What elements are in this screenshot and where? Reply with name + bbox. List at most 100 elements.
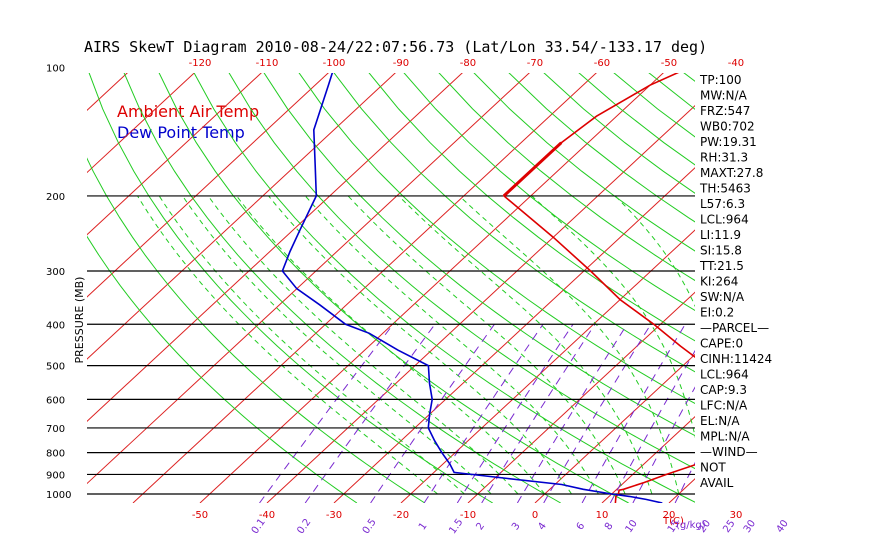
isotherm-line [87,73,195,174]
moist-adiabat-line [182,195,492,495]
top-temp-tick-label: -60 [594,58,610,69]
mixing-ratio-line [423,324,544,503]
index-label: TH:5463 [699,182,751,196]
index-label: LI:11.9 [700,228,741,242]
top-temp-tick-label: -50 [661,58,677,69]
top-temp-tick-label: -80 [460,58,476,69]
dry-adiabat-line [193,73,695,503]
index-label: SW:N/A [700,290,745,304]
index-label: KI:264 [700,275,738,289]
mixing-ratio-tick-label: 8 [603,521,616,533]
mixing-ratio-line [543,324,652,503]
mixing-ratio-tick-label: 3 [510,521,523,533]
bottom-temp-tick-label: 0 [532,510,538,521]
isotherm-line [87,73,329,298]
dew-point-line [281,73,663,503]
index-label: CAPE:0 [700,337,743,351]
index-label: SI:15.8 [700,244,742,258]
isotherm-line [467,291,695,503]
mixing-ratio-line [456,324,574,503]
dry-adiabat-line [87,157,426,503]
moist-adiabat-line [614,195,695,308]
isotherm-line [803,68,870,503]
pressure-tick-label: 100 [46,64,65,75]
top-temp-tick-label: -120 [189,58,212,69]
index-label: L57:6.3 [700,197,745,211]
isotherm-line [87,73,530,485]
top-temp-tick-label: -90 [393,58,409,69]
pressure-tick-label: 500 [46,362,65,373]
top-temp-tick-label: -100 [323,58,346,69]
mixing-ratio-tick-label: 4 [536,521,549,533]
moist-adiabat-line [458,195,680,495]
dry-adiabat-line [333,73,695,373]
index-label: MPL:N/A [700,430,750,444]
index-label: LFC:N/A [700,399,748,413]
isotherm-line [736,68,870,503]
isotherm-line [87,73,262,236]
dry-adiabat-line [368,73,695,342]
mixing-ratio-tick-label: 10 [624,518,640,535]
dry-adiabat-line [816,68,870,503]
index-label: LCL:964 [700,213,749,227]
mixing-ratio-tick-label: 30 [742,518,758,535]
mixing-ratio-line [259,323,394,503]
isotherm-line [0,68,66,503]
pressure-tick-label: 400 [46,320,65,331]
dry-adiabat-line [438,73,695,282]
mixing-ratio-line [304,324,436,503]
index-label: EI:0.2 [700,306,734,320]
legend-dew-point-temp: Dew Point Temp [117,123,245,142]
bottom-temp-tick-label: -50 [192,510,208,521]
bottom-temp-tick-label: 10 [596,510,609,521]
top-temp-tick-label: -110 [256,58,279,69]
pressure-tick-label: 700 [46,424,65,435]
isotherm-line [400,229,695,503]
isotherm-line [333,167,695,503]
index-label: RH:31.3 [700,151,748,165]
dry-adiabat-line [403,73,695,312]
pressure-tick-label: 1000 [46,490,71,501]
bottom-temp-tick-label: 30 [730,510,743,521]
dry-adiabat-line [123,73,561,503]
mixing-ratio-line [481,324,596,503]
dry-adiabat-line [87,235,358,503]
index-label: CINH:11424 [700,352,772,366]
mixing-ratio-line [632,386,695,503]
isotherm-line [266,104,695,503]
mixing-ratio-tick-label: 1 [417,521,430,533]
bottom-temp-tick-label: -40 [259,510,275,521]
dry-adiabat-line [263,73,695,437]
isotherm-line [87,73,396,360]
isotherm-line [601,415,695,503]
index-label: MW:N/A [700,89,748,103]
isotherm-line [199,73,664,503]
isotherm-line [534,353,695,503]
dry-adiabat-line [88,73,493,503]
isotherm-line [132,73,597,503]
isotherm-line [87,73,463,422]
isotherm-line [87,73,128,111]
pressure-tick-label: 800 [46,449,65,460]
mixing-ratio-tick-label: 0.2 [295,517,313,536]
index-label: PW:19.31 [700,135,757,149]
pressure-tick-label: 600 [46,395,65,406]
dry-adiabat-line [648,73,695,110]
dry-adiabat-line [473,73,695,252]
moist-adiabat-line [398,195,653,495]
bottom-temp-tick-label: -30 [326,510,342,521]
index-label: LCL:964 [700,368,749,382]
mixing-ratio-tick-label: 2 [474,521,487,533]
moist-adiabat-line [137,195,438,495]
chart-title: AIRS SkewT Diagram 2010-08-24/22:07:56.7… [84,38,707,56]
pressure-tick-label: 900 [46,470,65,481]
index-label: CAP:9.3 [700,383,747,397]
dry-adiabat-line [747,68,870,503]
mixing-ratio-unit-label: (g/kg) [676,520,706,531]
index-label: —WIND— [700,445,758,459]
dry-adiabat-line [298,73,695,404]
mixing-ratio-tick-label: 0.5 [361,517,379,536]
plot-area [0,68,870,503]
